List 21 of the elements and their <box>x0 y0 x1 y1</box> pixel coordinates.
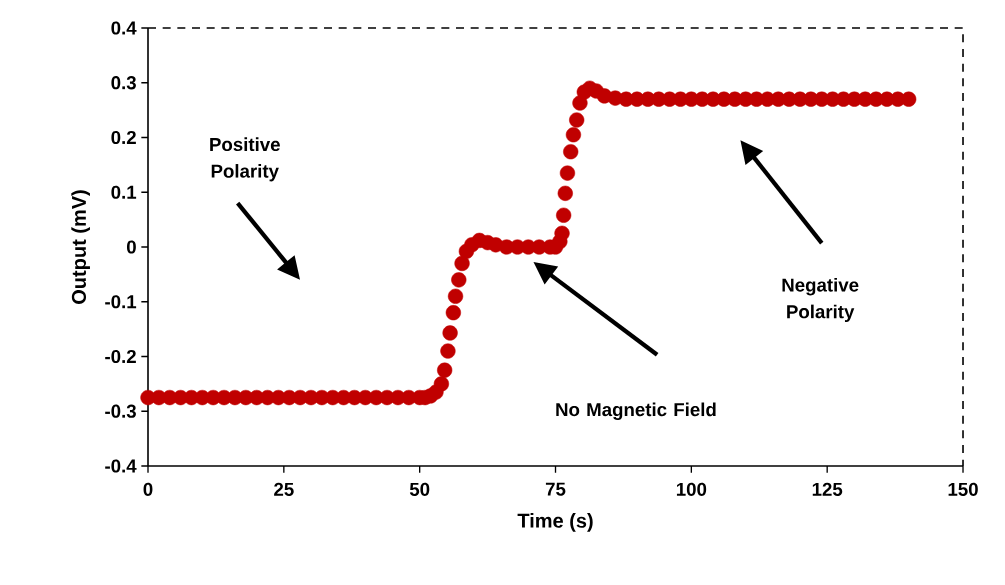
y-tick-label: 0 <box>126 240 136 254</box>
y-tick-label: -0.4 <box>105 459 137 473</box>
y-tick-label: 0.2 <box>111 130 136 145</box>
x-tick-label: 125 <box>812 482 843 496</box>
x-axis-title: Time (s) <box>517 513 593 532</box>
y-tick-label: 0.4 <box>111 21 137 35</box>
y-tick-label: -0.2 <box>105 349 136 364</box>
annotation: No Magnetic Field <box>556 402 716 420</box>
x-tick-label: 25 <box>274 482 294 496</box>
x-tick-label: 150 <box>948 482 978 496</box>
y-axis-title: Output (mV) <box>71 190 90 304</box>
x-tick-label: 50 <box>409 482 430 496</box>
x-tick-label: 0 <box>143 482 153 496</box>
x-tick-label: 75 <box>545 482 566 496</box>
annotation: Negative Polarity <box>782 277 859 323</box>
x-tick-label: 100 <box>676 482 707 496</box>
annotation: Positive Polarity <box>210 137 280 182</box>
y-tick-label: 0.1 <box>111 185 137 199</box>
y-tick-label: -0.3 <box>105 404 136 418</box>
y-tick-label: 0.3 <box>111 76 136 90</box>
y-tick-label: -0.1 <box>105 295 137 309</box>
